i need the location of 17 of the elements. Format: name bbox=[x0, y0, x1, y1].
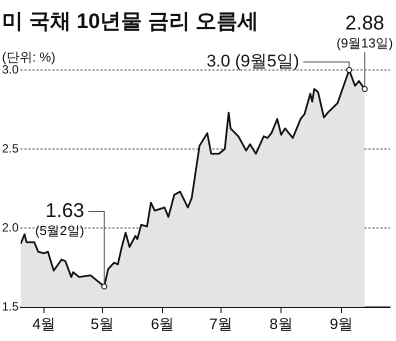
point bbox=[346, 67, 352, 73]
x-tick-label: 4월 bbox=[32, 316, 56, 334]
x-tick-label: 8월 bbox=[269, 316, 293, 334]
annotation: 3.0 (9월5일) bbox=[206, 52, 300, 71]
x-tick-label: 9월 bbox=[330, 316, 354, 334]
x-tick-label: 5월 bbox=[90, 316, 114, 334]
chart-title: 미 국채 10년물 금리 오름세 bbox=[2, 10, 259, 33]
point bbox=[101, 283, 108, 290]
y-tick-label: 1.5 bbox=[2, 299, 19, 314]
x-tick-label: 6월 bbox=[150, 316, 174, 334]
x-tick-label: 7월 bbox=[209, 316, 233, 334]
point bbox=[362, 86, 368, 92]
y-axis-title: (단위: %) bbox=[2, 50, 56, 65]
y-tick-label: 2.5 bbox=[2, 141, 19, 156]
annotation: 1.63 (5월2일) bbox=[35, 200, 84, 238]
y-tick-label: 2.0 bbox=[2, 220, 19, 234]
annotation: 2.88 (9월13일) bbox=[336, 12, 393, 51]
